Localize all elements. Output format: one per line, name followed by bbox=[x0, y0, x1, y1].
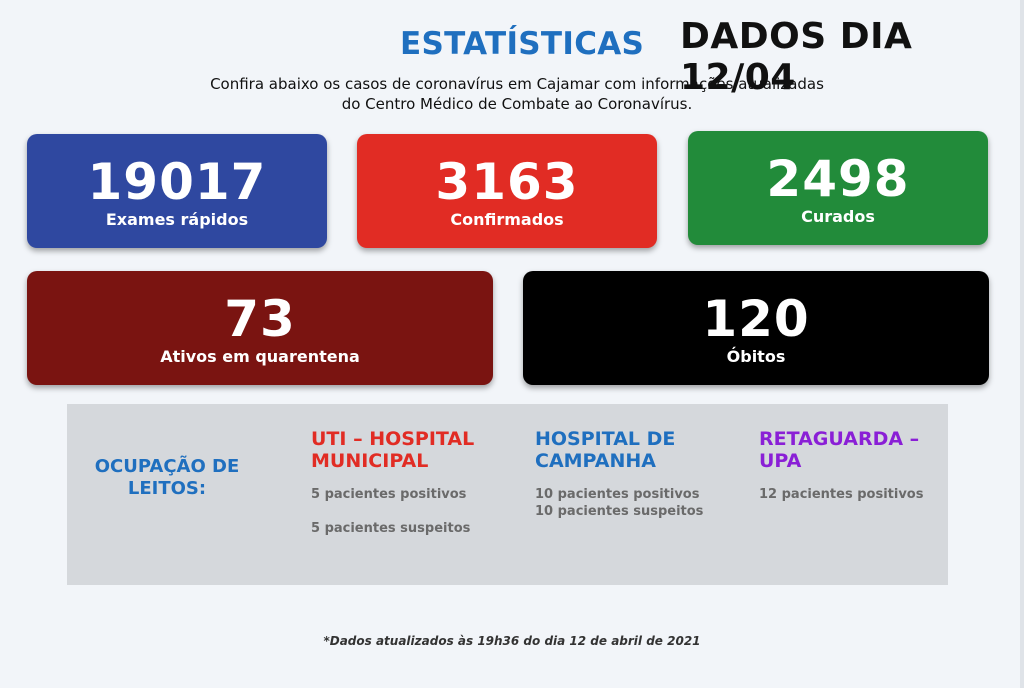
card-label: Exames rápidos bbox=[105, 210, 249, 229]
footer-note: *Dados atualizados às 19h36 do dia 12 de… bbox=[323, 634, 701, 648]
column-line: 10 pacientes suspeitos bbox=[535, 504, 704, 519]
scrollbar[interactable] bbox=[1020, 0, 1024, 688]
column-line: 12 pacientes positivos bbox=[759, 487, 924, 502]
retaguarda-upa-column: RETAGUARDA – UPA 12 pacientes positivos bbox=[759, 428, 939, 503]
column-title: HOSPITAL DE CAMPANHA bbox=[535, 428, 676, 472]
card-value: 19017 bbox=[87, 153, 267, 211]
hospital-de-campanha-column: HOSPITAL DE CAMPANHA 10 pacientes positi… bbox=[535, 428, 735, 520]
column-line: 10 pacientes positivos bbox=[535, 487, 700, 502]
column-line: 5 pacientes suspeitos bbox=[311, 521, 471, 536]
card-label: Óbitos bbox=[726, 347, 786, 366]
card-value: 73 bbox=[224, 290, 296, 348]
card-curados: 2498 Curados bbox=[688, 131, 988, 245]
uti-hospital-municipal-column: UTI – HOSPITAL MUNICIPAL 5 pacientes pos… bbox=[311, 428, 501, 537]
card-obitos: 120 Óbitos bbox=[523, 271, 989, 385]
card-value: 3163 bbox=[435, 153, 579, 211]
bed-occupancy-label: OCUPAÇÃO DE LEITOS: bbox=[94, 456, 240, 499]
column-title: RETAGUARDA – UPA bbox=[759, 428, 920, 472]
subtitle-line-1: Confira abaixo os casos de coronavírus e… bbox=[210, 75, 824, 93]
card-ativos-em-quarentena: 73 Ativos em quarentena bbox=[27, 271, 493, 385]
column-title: UTI – HOSPITAL MUNICIPAL bbox=[311, 428, 475, 472]
card-label: Curados bbox=[801, 207, 875, 226]
subtitle-line-2: do Centro Médico de Combate ao Coronavír… bbox=[341, 95, 693, 113]
card-confirmados: 3163 Confirmados bbox=[357, 134, 657, 248]
card-label: Ativos em quarentena bbox=[160, 347, 360, 366]
page-subtitle: Confira abaixo os casos de coronavírus e… bbox=[150, 74, 884, 114]
bed-occupancy-panel: OCUPAÇÃO DE LEITOS: UTI – HOSPITAL MUNIC… bbox=[67, 404, 948, 585]
date-title: DADOS DIA 12/04 bbox=[680, 16, 913, 98]
card-value: 120 bbox=[702, 290, 810, 348]
column-line: 5 pacientes positivos bbox=[311, 487, 467, 502]
card-value: 2498 bbox=[766, 150, 910, 208]
card-label: Confirmados bbox=[450, 210, 564, 229]
page-title: ESTATÍSTICAS bbox=[400, 26, 645, 62]
card-exames-rapidos: 19017 Exames rápidos bbox=[27, 134, 327, 248]
